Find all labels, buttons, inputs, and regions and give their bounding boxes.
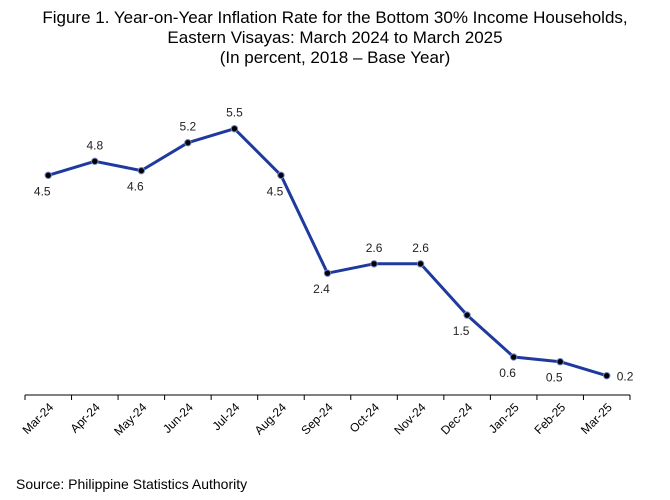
x-tick-label: Oct-24 (347, 400, 383, 436)
x-tick-label: Feb-25 (531, 400, 568, 437)
x-tick-label: Mar-25 (578, 400, 615, 437)
source-note: Source: Philippine Statistics Authority (16, 476, 248, 492)
data-label: 2.4 (313, 282, 330, 296)
data-point (416, 260, 425, 268)
x-tick-label: Sep-24 (298, 400, 335, 437)
data-point (556, 358, 564, 366)
data-point (137, 166, 146, 175)
x-tick-label: Jun-24 (160, 400, 196, 436)
data-point (603, 371, 611, 380)
x-tick-label: Mar-24 (20, 400, 57, 437)
x-tick-label: Aug-24 (252, 400, 289, 437)
data-label: 5.5 (226, 106, 243, 120)
title-line-1: Figure 1. Year-on-Year Inflation Rate fo… (42, 8, 628, 27)
x-tick-label: May-24 (111, 400, 149, 438)
data-label: 0.6 (499, 366, 516, 380)
x-tick-label: Jul-24 (210, 400, 243, 433)
data-label: 4.6 (127, 180, 144, 194)
x-tick-label: Nov-24 (391, 400, 428, 437)
data-label: 2.6 (412, 241, 429, 255)
data-point (277, 171, 285, 180)
data-point (370, 260, 378, 268)
data-label: 2.6 (366, 241, 383, 255)
data-label: 0.2 (617, 370, 634, 384)
title-line-3: (In percent, 2018 – Base Year) (219, 48, 451, 67)
x-tick-label: Dec-24 (438, 400, 475, 437)
data-point (323, 269, 332, 277)
title-line-2: Eastern Visayas: March 2024 to March 202… (167, 28, 503, 47)
series-line (47, 127, 608, 378)
data-point (230, 125, 239, 133)
data-label: 4.5 (34, 184, 51, 198)
x-tick-label: Apr-24 (68, 400, 104, 436)
data-label: 4.5 (267, 184, 284, 198)
data-point (463, 311, 471, 319)
data-label: 1.5 (453, 324, 470, 338)
x-tick-label: Jan-25 (486, 400, 522, 436)
data-point (44, 171, 52, 180)
data-point (184, 138, 192, 147)
chart-title: Figure 1. Year-on-Year Inflation Rate fo… (0, 8, 670, 68)
data-label: 5.2 (180, 120, 197, 134)
data-point (509, 353, 518, 361)
data-label: 4.8 (86, 138, 103, 152)
data-label: 0.5 (546, 371, 563, 385)
data-point (91, 157, 99, 166)
